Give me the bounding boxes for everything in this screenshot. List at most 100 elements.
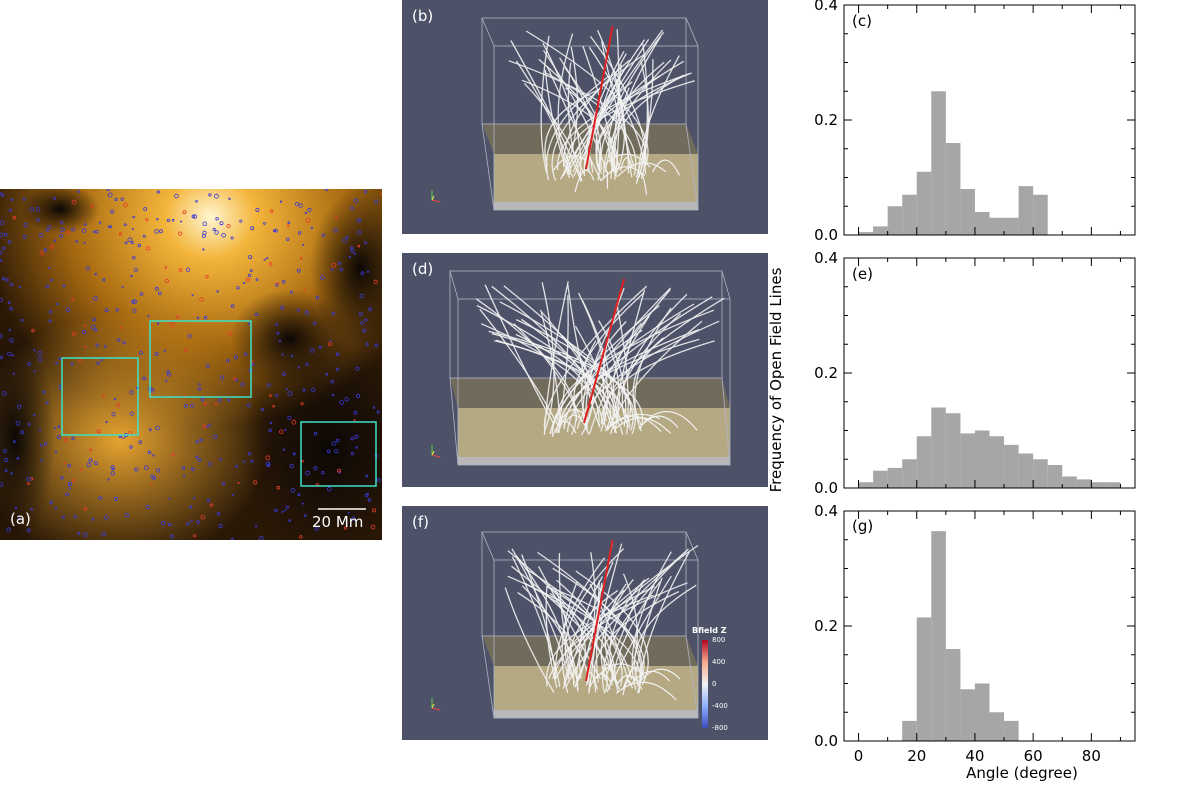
contour-mark [145,218,149,222]
field-line [566,80,695,176]
contour-mark [137,243,141,248]
contour-mark [209,503,213,507]
contour-mark [0,482,4,487]
y-tick-label: 0.4 [814,0,838,14]
contour-mark [68,487,72,490]
contour-mark [139,350,143,355]
contour-mark [165,379,168,383]
contour-mark [0,355,3,360]
contour-mark [156,322,160,325]
panel-label-d: (d) [412,260,434,278]
x-tick-label: 60 [1024,747,1043,765]
contour-mark [310,226,313,230]
contour-mark [243,460,246,463]
histogram-bar [1004,720,1019,742]
contour-mark [98,221,102,224]
contour-mark [205,274,209,279]
contour-mark [45,284,49,289]
contour-mark [297,493,301,497]
contour-mark [287,221,291,224]
contour-mark [354,434,359,439]
contour-mark [331,268,334,271]
contour-mark [330,379,334,384]
contour-mark [65,492,69,497]
contour-mark [40,443,43,447]
contour-mark [254,525,258,528]
contour-mark [160,520,166,526]
closed-field-line [600,166,646,182]
field-line [606,320,703,431]
contour-mark [4,469,8,473]
contour-mark [342,238,348,243]
field-line [480,323,604,425]
contour-mark [129,411,134,416]
field-line [559,338,700,429]
contour-mark [91,324,96,330]
contour-mark [43,442,48,446]
contour-mark [269,394,272,398]
contour-mark [245,277,250,282]
contour-mark [187,334,192,339]
contour-mark [152,454,155,457]
field-line [633,584,697,682]
contour-mark [48,266,51,270]
histogram-g: 0.0 0.2 0.4 0 20 40 60 80 [814,502,1136,765]
contour-mark [339,267,344,272]
field-line [507,550,608,692]
contour-mark [230,304,235,308]
field-line [576,320,720,430]
histogram-bar [902,194,917,235]
contour-mark [182,210,187,215]
contour-mark [94,272,97,276]
contour-mark [289,290,293,294]
contour-mark [155,468,161,473]
contour-mark [292,452,296,456]
contour-mark [355,366,360,371]
contour-mark [364,241,367,245]
field-line [491,332,643,429]
contour-mark [9,282,14,287]
contour-mark [309,348,315,353]
contour-mark [150,474,155,479]
field-line [511,556,561,688]
contour-mark [71,436,75,440]
contour-mark [373,199,379,204]
histogram-bar [1004,217,1019,235]
contour-mark [305,362,309,366]
colorbar-tick: -400 [712,702,728,710]
contour-mark [63,437,69,443]
contour-mark [185,267,191,272]
panel-label-g: (g) [852,517,874,535]
contour-mark [265,455,271,461]
magnetic-contours [0,189,382,540]
contour-mark [319,275,325,280]
contour-mark [189,505,193,509]
contour-mark [363,189,368,194]
histogram-bar [989,217,1005,235]
contour-mark [64,461,67,464]
contour-mark [336,367,340,371]
contour-mark [169,322,175,328]
contour-mark [48,310,53,314]
contour-mark [192,214,198,219]
orientation-axes [431,445,441,458]
contour-mark [351,516,356,521]
field-line [515,60,573,172]
closed-field-line [652,159,680,176]
contour-mark [373,279,378,285]
histogram-bar [873,470,888,488]
contour-mark [32,414,36,417]
contour-mark [260,408,264,412]
histogram-c: 0.0 0.2 0.4 [814,0,1136,244]
contour-mark [77,190,80,193]
contour-mark [155,425,160,431]
contour-mark [311,387,316,392]
contour-mark [131,299,136,304]
contour-mark [0,259,3,262]
contour-mark [129,390,134,395]
contour-mark [281,372,286,377]
contour-mark [60,476,64,480]
contour-mark [202,248,205,251]
contour-mark [206,425,209,428]
contour-mark [318,345,322,349]
